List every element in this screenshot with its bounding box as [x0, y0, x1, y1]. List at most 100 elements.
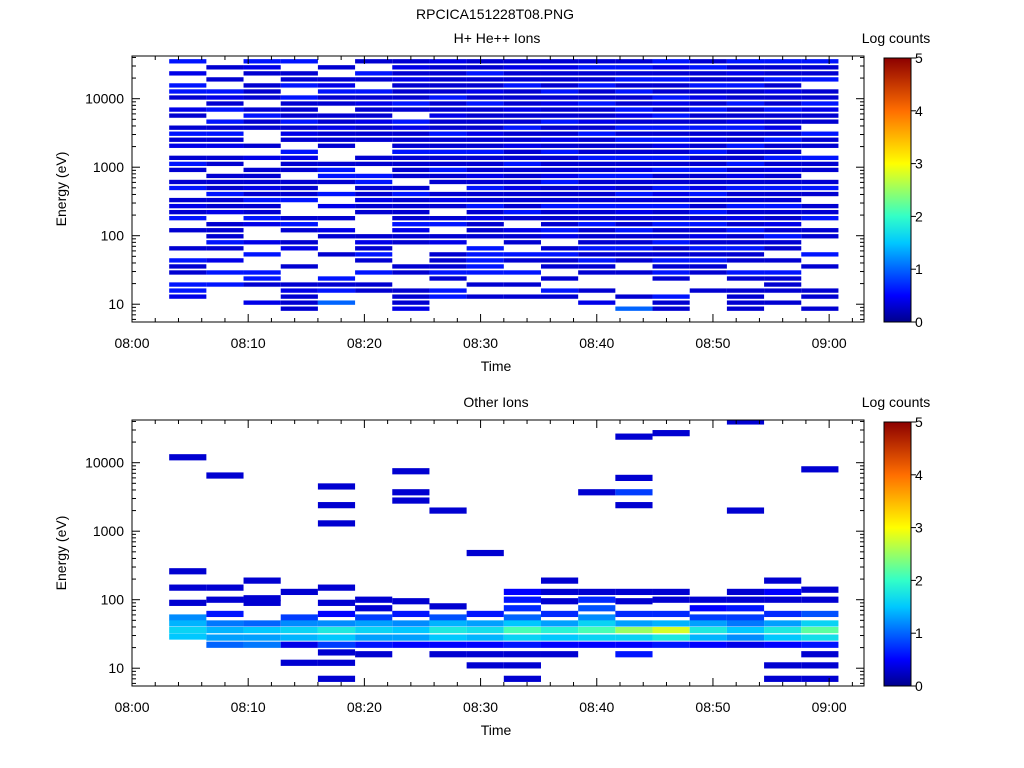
- spectrogram-cell: [392, 288, 430, 293]
- x-tick-label: 08:00: [114, 335, 149, 351]
- x-tick-label: 08:50: [695, 335, 730, 351]
- spectrogram-cell: [615, 173, 653, 179]
- spectrogram-cell: [578, 65, 616, 70]
- spectrogram-cell: [578, 77, 616, 82]
- spectrogram-cell: [801, 101, 839, 106]
- spectrogram-cell: [652, 107, 690, 112]
- spectrogram-cell: [429, 65, 467, 70]
- spectrogram-cell: [392, 641, 430, 648]
- spectrogram-cell: [243, 143, 281, 148]
- spectrogram-cell: [764, 149, 802, 154]
- spectrogram-cell: [801, 185, 839, 191]
- spectrogram-cell: [615, 474, 653, 481]
- colorbar-tick-label: 5: [915, 50, 923, 66]
- spectrogram-cell: [466, 203, 504, 209]
- colorbar: 0 1 2 3 4 5: [883, 50, 923, 330]
- spectrogram-cell: [206, 596, 244, 603]
- spectrogram-cell: [578, 167, 616, 173]
- spectrogram-cell: [801, 216, 839, 221]
- spectrogram-cell: [280, 288, 318, 293]
- spectrogram-cell: [243, 276, 281, 281]
- spectrogram-cell: [503, 588, 541, 596]
- colorbar-label: Log counts: [862, 30, 931, 46]
- spectrogram-cell: [206, 246, 244, 251]
- spectrogram-cell: [355, 641, 393, 648]
- spectrogram-cell: [726, 294, 765, 299]
- spectrogram-cell: [206, 95, 244, 100]
- spectrogram-cell: [689, 264, 727, 269]
- spectrogram-cell: [540, 634, 579, 641]
- spectrogram-cell: [429, 137, 467, 142]
- spectrogram-cell: [466, 627, 504, 634]
- spectrogram-cell: [764, 113, 802, 118]
- spectrogram-cell: [540, 65, 579, 70]
- x-tick-label: 08:10: [231, 335, 266, 351]
- spectrogram-cell: [169, 89, 207, 94]
- spectrogram-cell: [801, 191, 839, 197]
- spectrogram-cell: [615, 216, 653, 221]
- spectrogram-cell: [392, 497, 430, 504]
- spectrogram-cell: [652, 179, 690, 185]
- spectrogram-cell: [392, 131, 430, 136]
- spectrogram-cell: [503, 161, 541, 167]
- spectrogram-cell: [689, 209, 727, 215]
- spectrogram-cell: [726, 614, 765, 621]
- spectrogram-cell: [206, 222, 244, 227]
- spectrogram-cell: [726, 113, 765, 118]
- spectrogram-cell: [578, 131, 616, 136]
- spectrogram-cell: [540, 149, 579, 154]
- spectrogram-cell: [243, 173, 281, 179]
- spectrogram-cell: [355, 596, 393, 603]
- spectrogram-cell: [726, 119, 765, 124]
- spectrogram-cell: [355, 155, 393, 161]
- spectrogram-cell: [355, 240, 393, 245]
- spectrogram-cell: [764, 125, 802, 130]
- spectrogram-cell: [466, 294, 504, 299]
- spectrogram-cell: [615, 258, 653, 263]
- spectrogram-cell: [466, 610, 504, 618]
- spectrogram-cell: [206, 77, 244, 82]
- spectrogram-cell: [540, 119, 579, 124]
- spectrogram-cell: [615, 433, 653, 440]
- spectrogram-cell: [801, 627, 839, 634]
- spectrogram-cell: [540, 228, 579, 233]
- spectrogram-cell: [652, 634, 690, 641]
- spectrogram-cell: [764, 167, 802, 173]
- spectrogram-cell: [280, 197, 318, 203]
- spectrogram-cell: [615, 101, 653, 106]
- spectrogram-cell: [689, 173, 727, 179]
- panel-title: H+ He++ Ions: [454, 30, 541, 46]
- spectrogram-cell: [243, 203, 281, 209]
- colorbar-gradient: [883, 57, 912, 323]
- spectrogram-cell: [243, 89, 281, 94]
- y-tick-label: 1000: [93, 523, 124, 539]
- spectrogram-cell: [317, 113, 356, 118]
- spectrogram-cell: [689, 119, 727, 124]
- spectrogram-cell: [764, 216, 802, 221]
- spectrogram-cell: [540, 89, 579, 94]
- figure-title: RPCICA151228T08.PNG: [416, 6, 574, 22]
- spectrogram-cell: [689, 641, 727, 648]
- spectrogram-cell: [652, 77, 690, 82]
- spectrogram-cell: [503, 65, 541, 70]
- spectrogram-cell: [689, 288, 727, 293]
- spectrogram-cell: [652, 131, 690, 136]
- spectrogram-cell: [578, 185, 616, 191]
- spectrogram-cell: [206, 472, 244, 479]
- spectrogram-cell: [355, 119, 393, 124]
- spectrogram-cell: [280, 659, 318, 666]
- spectrogram-cell: [206, 203, 244, 209]
- spectrogram-cell: [503, 596, 541, 603]
- spectrogram-cell: [503, 191, 541, 197]
- spectrogram-cell: [392, 149, 430, 154]
- spectrogram-cell: [764, 258, 802, 263]
- spectrogram-cell: [726, 246, 765, 251]
- spectrogram-cell: [392, 270, 430, 275]
- spectrogram-cell: [169, 282, 207, 287]
- spectrogram-cell: [652, 216, 690, 221]
- spectrogram-cell: [243, 185, 281, 191]
- spectrogram-cell: [726, 276, 765, 281]
- spectrogram-cell: [243, 59, 281, 64]
- spectrogram-cell: [540, 246, 579, 251]
- spectrogram-cell: [429, 179, 467, 185]
